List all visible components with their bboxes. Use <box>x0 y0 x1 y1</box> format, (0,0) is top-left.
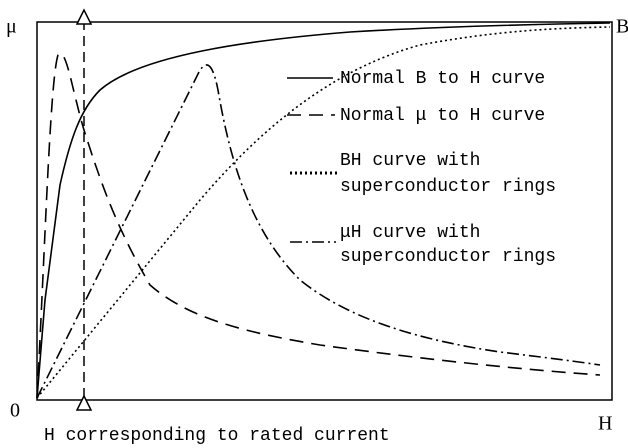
legend-text: Normal B to H curve <box>340 69 545 89</box>
marker-label: H corresponding to rated current <box>44 426 390 446</box>
origin-label: 0 <box>10 400 20 422</box>
legend-text: superconductor rings <box>340 177 556 197</box>
legend-text: Normal μ to H curve <box>340 106 545 126</box>
plot-frame <box>36 21 613 401</box>
legend-text: μH curve with <box>340 223 480 243</box>
x-label: H <box>598 413 612 435</box>
y-right-label: B <box>616 16 628 38</box>
bh-superconductor-curve <box>36 26 611 399</box>
normal-mu-curve <box>36 52 601 399</box>
marker-triangle <box>75 394 93 411</box>
normal-bh-curve <box>36 22 611 399</box>
legend-text: BH curve with <box>340 151 480 171</box>
y-left-label: μ <box>6 16 17 38</box>
marker-triangle <box>75 8 93 25</box>
legend-text: superconductor rings <box>340 247 556 267</box>
mu-h-superconductor-curve <box>36 64 601 399</box>
